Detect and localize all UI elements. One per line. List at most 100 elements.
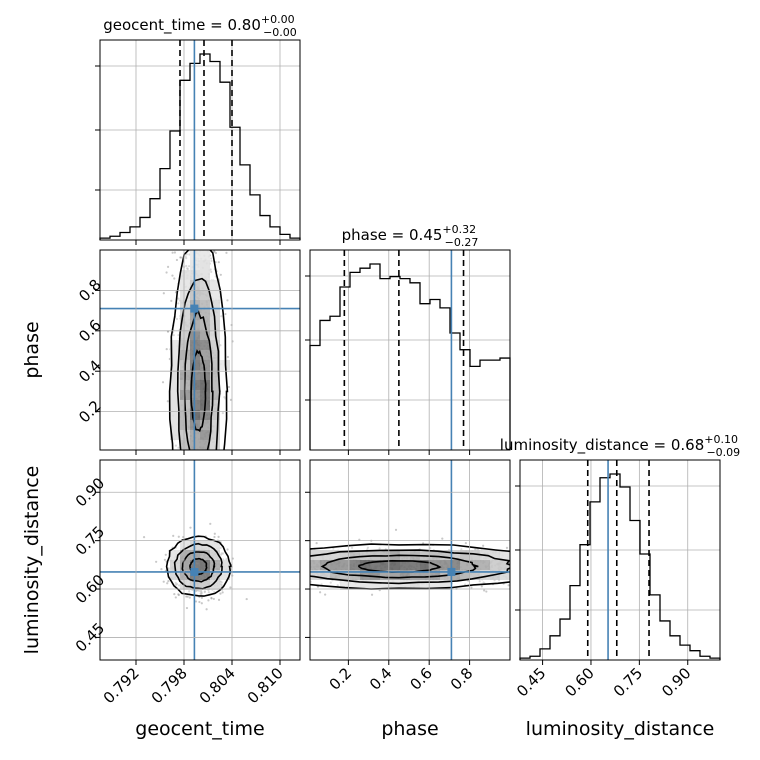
density-cell — [210, 540, 220, 550]
density-cell — [360, 560, 370, 570]
density-cell — [200, 360, 210, 370]
density-cell — [410, 560, 420, 570]
panel-content — [100, 250, 300, 450]
sample-point — [171, 251, 174, 254]
sample-point — [210, 259, 213, 262]
density-cell — [350, 550, 360, 560]
sample-point — [213, 535, 216, 539]
xtick-label: 0.8 — [447, 664, 477, 694]
density-cell — [210, 560, 220, 570]
density-cell — [210, 280, 220, 290]
histogram-luminosity_distance — [519, 473, 721, 660]
ytick-label: 0.75 — [72, 522, 108, 558]
sample-point — [178, 584, 181, 587]
density-cell — [340, 550, 350, 560]
sample-point — [460, 548, 463, 551]
ytick-label: 0.90 — [72, 474, 108, 510]
contour-level — [181, 551, 216, 583]
sample-point — [200, 596, 204, 599]
sample-point — [478, 580, 481, 583]
sample-point — [165, 347, 168, 351]
sample-point — [217, 598, 221, 601]
sample-point — [174, 596, 177, 599]
density-cell — [370, 560, 380, 570]
sample-point — [223, 395, 226, 399]
density-cell — [400, 570, 410, 580]
density-cell — [470, 550, 480, 560]
xtick-label: 0.6 — [406, 664, 436, 694]
sample-point — [219, 546, 222, 549]
sample-point — [213, 590, 216, 593]
sample-point — [205, 608, 208, 611]
sample-point — [173, 593, 176, 596]
density-cell — [200, 340, 210, 350]
panel-frame — [309, 459, 511, 661]
sample-point — [213, 532, 216, 535]
density-cell — [400, 560, 410, 570]
xlabel-luminosity-distance: luminosity_distance — [526, 718, 715, 740]
sample-point — [441, 537, 444, 540]
density-cell — [170, 570, 180, 580]
panel-frame — [309, 249, 511, 451]
sample-point — [482, 581, 485, 584]
density-cell — [350, 580, 360, 590]
density-cell — [380, 560, 390, 570]
sample-point — [470, 586, 473, 589]
sample-point — [227, 385, 230, 389]
density-cell — [170, 420, 180, 430]
sample-point — [184, 255, 187, 258]
density-cell — [480, 570, 490, 580]
sample-point — [336, 584, 339, 587]
sample-point — [162, 580, 165, 583]
density-cell — [180, 440, 190, 450]
sample-point — [217, 535, 220, 538]
density-cell — [370, 580, 380, 590]
sample-point — [212, 597, 215, 601]
sample-point — [177, 334, 180, 337]
sample-point — [203, 590, 206, 594]
xtick-label: 0.804 — [196, 664, 239, 707]
panel-content — [310, 460, 510, 660]
sample-point — [329, 581, 332, 584]
sample-point — [185, 606, 189, 610]
density-cell — [210, 580, 220, 590]
panel-diag-phase: phase = 0.45+0.32 −0.27 — [305, 223, 511, 455]
density-cell — [340, 560, 350, 570]
density-cell — [200, 270, 210, 280]
sample-point — [214, 251, 218, 255]
sample-point — [225, 558, 228, 561]
sample-point — [177, 302, 180, 305]
density-cell — [170, 340, 180, 350]
xlabel-geocent-time: geocent_time — [135, 718, 264, 740]
density-cell — [430, 580, 440, 590]
sample-point — [224, 312, 227, 316]
contour-level — [183, 310, 214, 450]
contour-level — [173, 542, 223, 590]
sample-point — [394, 528, 398, 531]
sample-point — [219, 592, 222, 595]
sample-point — [507, 584, 510, 587]
density-cell — [180, 560, 190, 570]
density-cell — [220, 560, 230, 570]
ylabel-phase: phase — [21, 321, 43, 378]
density-cell — [170, 380, 180, 390]
density-cell — [210, 400, 220, 410]
density-cell — [210, 410, 220, 420]
density-cell — [420, 550, 430, 560]
density-cell — [210, 370, 220, 380]
density-cell — [180, 330, 190, 340]
sample-point — [175, 258, 179, 262]
density-cell — [180, 540, 190, 550]
density-cell — [200, 580, 210, 590]
sample-point — [220, 315, 223, 318]
sample-point — [177, 535, 180, 538]
density-cell — [210, 440, 220, 450]
density-cell — [180, 270, 190, 280]
density-cell — [380, 580, 390, 590]
panel-frame — [99, 39, 301, 241]
panel-phase-vs-luminosity_distance: 0.2 0.4 0.6 0.8 — [305, 459, 511, 694]
density-cell — [210, 420, 220, 430]
density-cell — [500, 570, 510, 580]
sample-point — [187, 265, 191, 268]
